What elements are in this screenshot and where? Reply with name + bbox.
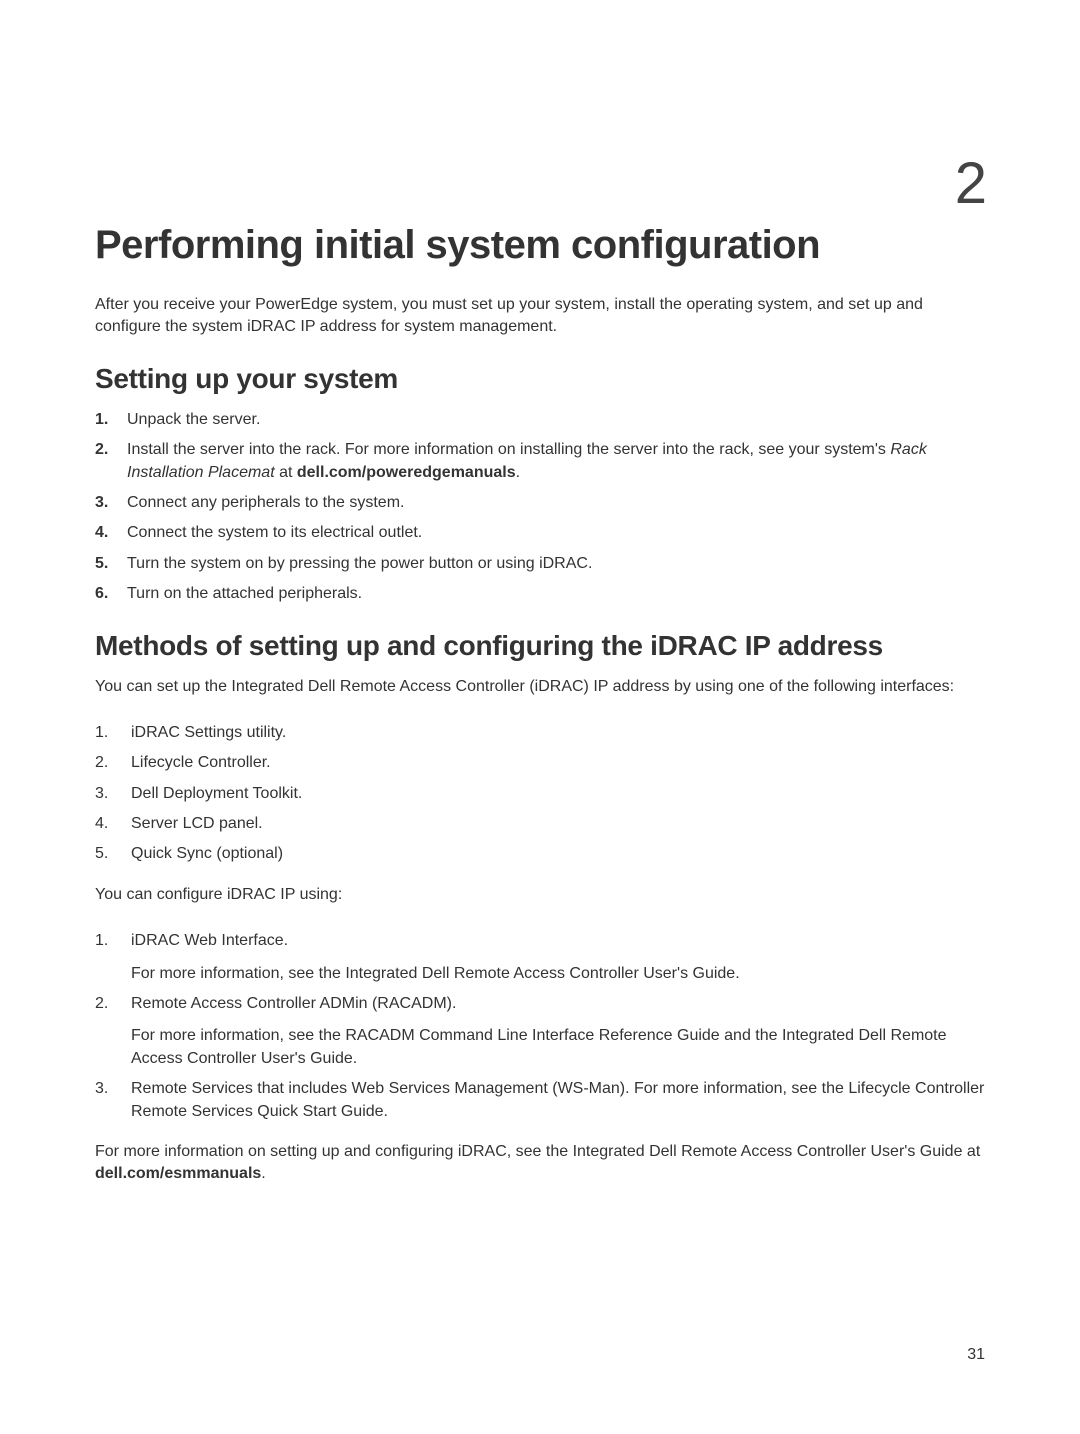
list-item: 3. Remote Services that includes Web Ser… (95, 1078, 985, 1123)
section2-outro: For more information on setting up and c… (95, 1141, 985, 1186)
list-item: 6. Turn on the attached peripherals. (95, 583, 985, 605)
item-number: 3. (95, 783, 131, 805)
list-item: 3. Connect any peripherals to the system… (95, 492, 985, 514)
list-item: 1. iDRAC Web Interface. For more informa… (95, 930, 985, 985)
item-text: Server LCD panel. (131, 813, 985, 835)
item-number: 1. (95, 722, 131, 744)
section2-intro: You can set up the Integrated Dell Remot… (95, 676, 985, 698)
section2-title: Methods of setting up and configuring th… (95, 630, 985, 662)
item-number: 5. (95, 843, 131, 865)
chapter-intro: After you receive your PowerEdge system,… (95, 294, 985, 339)
list-item: 4. Connect the system to its electrical … (95, 522, 985, 544)
item-number: 1. (95, 930, 131, 985)
step-number: 2. (95, 439, 127, 484)
item-number: 4. (95, 813, 131, 835)
config-intro: You can configure iDRAC IP using: (95, 884, 985, 906)
step-number: 1. (95, 409, 127, 431)
item-text: Remote Services that includes Web Servic… (131, 1078, 985, 1123)
page-number: 31 (967, 1346, 985, 1364)
interfaces-list: 1.iDRAC Settings utility. 2.Lifecycle Co… (95, 722, 985, 866)
step-number: 6. (95, 583, 127, 605)
list-item: 3.Dell Deployment Toolkit. (95, 783, 985, 805)
item-text: iDRAC Settings utility. (131, 722, 985, 744)
step-text: Unpack the server. (127, 409, 260, 431)
configs-list: 1. iDRAC Web Interface. For more informa… (95, 930, 985, 1123)
document-page: 2 Performing initial system configuratio… (0, 0, 1080, 1434)
item-number: 2. (95, 993, 131, 1070)
item-sub: For more information, see the Integrated… (131, 963, 985, 985)
list-item: 2. Remote Access Controller ADMin (RACAD… (95, 993, 985, 1070)
list-item: 4.Server LCD panel. (95, 813, 985, 835)
list-item: 2.Lifecycle Controller. (95, 752, 985, 774)
step-number: 3. (95, 492, 127, 514)
section1-steps: 1. Unpack the server. 2. Install the ser… (95, 409, 985, 606)
chapter-number: 2 (95, 150, 985, 217)
item-number: 3. (95, 1078, 131, 1123)
step-text: Install the server into the rack. For mo… (127, 439, 985, 484)
step-text: Connect the system to its electrical out… (127, 522, 422, 544)
step-text: Turn the system on by pressing the power… (127, 553, 592, 575)
item-sub: For more information, see the RACADM Com… (131, 1025, 985, 1070)
step-text: Connect any peripherals to the system. (127, 492, 404, 514)
list-item: 2. Install the server into the rack. For… (95, 439, 985, 484)
item-text: iDRAC Web Interface. For more informatio… (131, 930, 985, 985)
step-number: 5. (95, 553, 127, 575)
item-text: Lifecycle Controller. (131, 752, 985, 774)
item-text: Dell Deployment Toolkit. (131, 783, 985, 805)
step-text: Turn on the attached peripherals. (127, 583, 362, 605)
list-item: 1.iDRAC Settings utility. (95, 722, 985, 744)
section1-title: Setting up your system (95, 363, 985, 395)
step-number: 4. (95, 522, 127, 544)
item-text: Quick Sync (optional) (131, 843, 985, 865)
item-text: Remote Access Controller ADMin (RACADM).… (131, 993, 985, 1070)
list-item: 5. Turn the system on by pressing the po… (95, 553, 985, 575)
list-item: 1. Unpack the server. (95, 409, 985, 431)
list-item: 5.Quick Sync (optional) (95, 843, 985, 865)
item-number: 2. (95, 752, 131, 774)
chapter-title: Performing initial system configuration (95, 223, 985, 268)
